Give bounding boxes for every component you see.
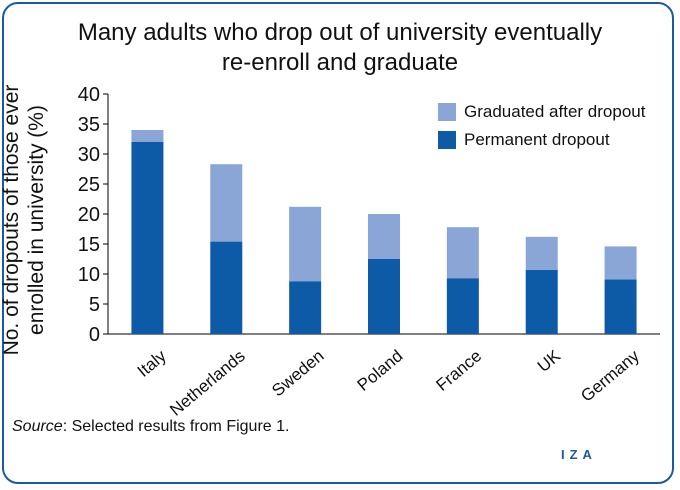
source-label: Source xyxy=(12,418,63,435)
x-tick-label: Sweden xyxy=(268,346,327,400)
y-tick-label: 25 xyxy=(78,174,100,196)
source-note: Source: Selected results from Figure 1. xyxy=(12,418,289,436)
y-tick-label: 20 xyxy=(78,204,100,226)
bar-graduated-germany xyxy=(604,246,637,280)
legend: Graduated after dropout Permanent dropou… xyxy=(438,98,645,154)
y-tick-label: 5 xyxy=(89,294,100,316)
bar-graduated-sweden xyxy=(289,206,322,282)
y-tick-label: 15 xyxy=(78,234,100,256)
x-tick-label: Netherlands xyxy=(166,346,248,419)
bar-graduated-uk xyxy=(525,236,558,270)
chart-frame xyxy=(2,2,674,484)
legend-item-permanent: Permanent dropout xyxy=(438,126,645,154)
y-tick-label: 40 xyxy=(78,84,100,106)
y-tick-label: 10 xyxy=(78,264,100,286)
legend-swatch-permanent xyxy=(438,131,456,149)
chart-title-line-1: Many adults who drop out of university e… xyxy=(77,19,603,46)
bar-permanent-italy xyxy=(131,142,164,334)
bar-graduated-netherlands xyxy=(210,164,243,242)
chart-title-line-2: re-enroll and graduate xyxy=(221,49,459,76)
bar-permanent-netherlands xyxy=(210,241,243,334)
x-tick-label: Italy xyxy=(134,346,170,381)
bar-graduated-italy xyxy=(131,130,164,142)
bar-permanent-france xyxy=(446,278,479,334)
y-tick-label: 30 xyxy=(78,144,100,166)
bar-permanent-sweden xyxy=(289,281,322,334)
bar-permanent-poland xyxy=(368,259,400,334)
chart-title: Many adults who drop out of university e… xyxy=(0,18,680,78)
bar-permanent-uk xyxy=(525,269,558,334)
bar-graduated-poland xyxy=(368,214,400,259)
x-tick-label: France xyxy=(433,346,486,395)
iza-logo: IZA xyxy=(561,447,597,462)
bar-permanent-germany xyxy=(604,279,637,334)
bar-graduated-france xyxy=(446,227,479,279)
x-tick-label: Poland xyxy=(354,346,407,395)
source-text: : Selected results from Figure 1. xyxy=(62,418,290,435)
legend-label-graduated: Graduated after dropout xyxy=(464,102,646,121)
y-tick-label: 0 xyxy=(89,324,100,346)
y-tick-label: 35 xyxy=(78,114,100,136)
x-tick-label: Germany xyxy=(577,346,643,406)
legend-swatch-graduated xyxy=(438,103,456,121)
legend-item-graduated: Graduated after dropout xyxy=(438,98,645,126)
x-tick-label: UK xyxy=(534,346,565,376)
legend-label-permanent: Permanent dropout xyxy=(464,130,610,149)
